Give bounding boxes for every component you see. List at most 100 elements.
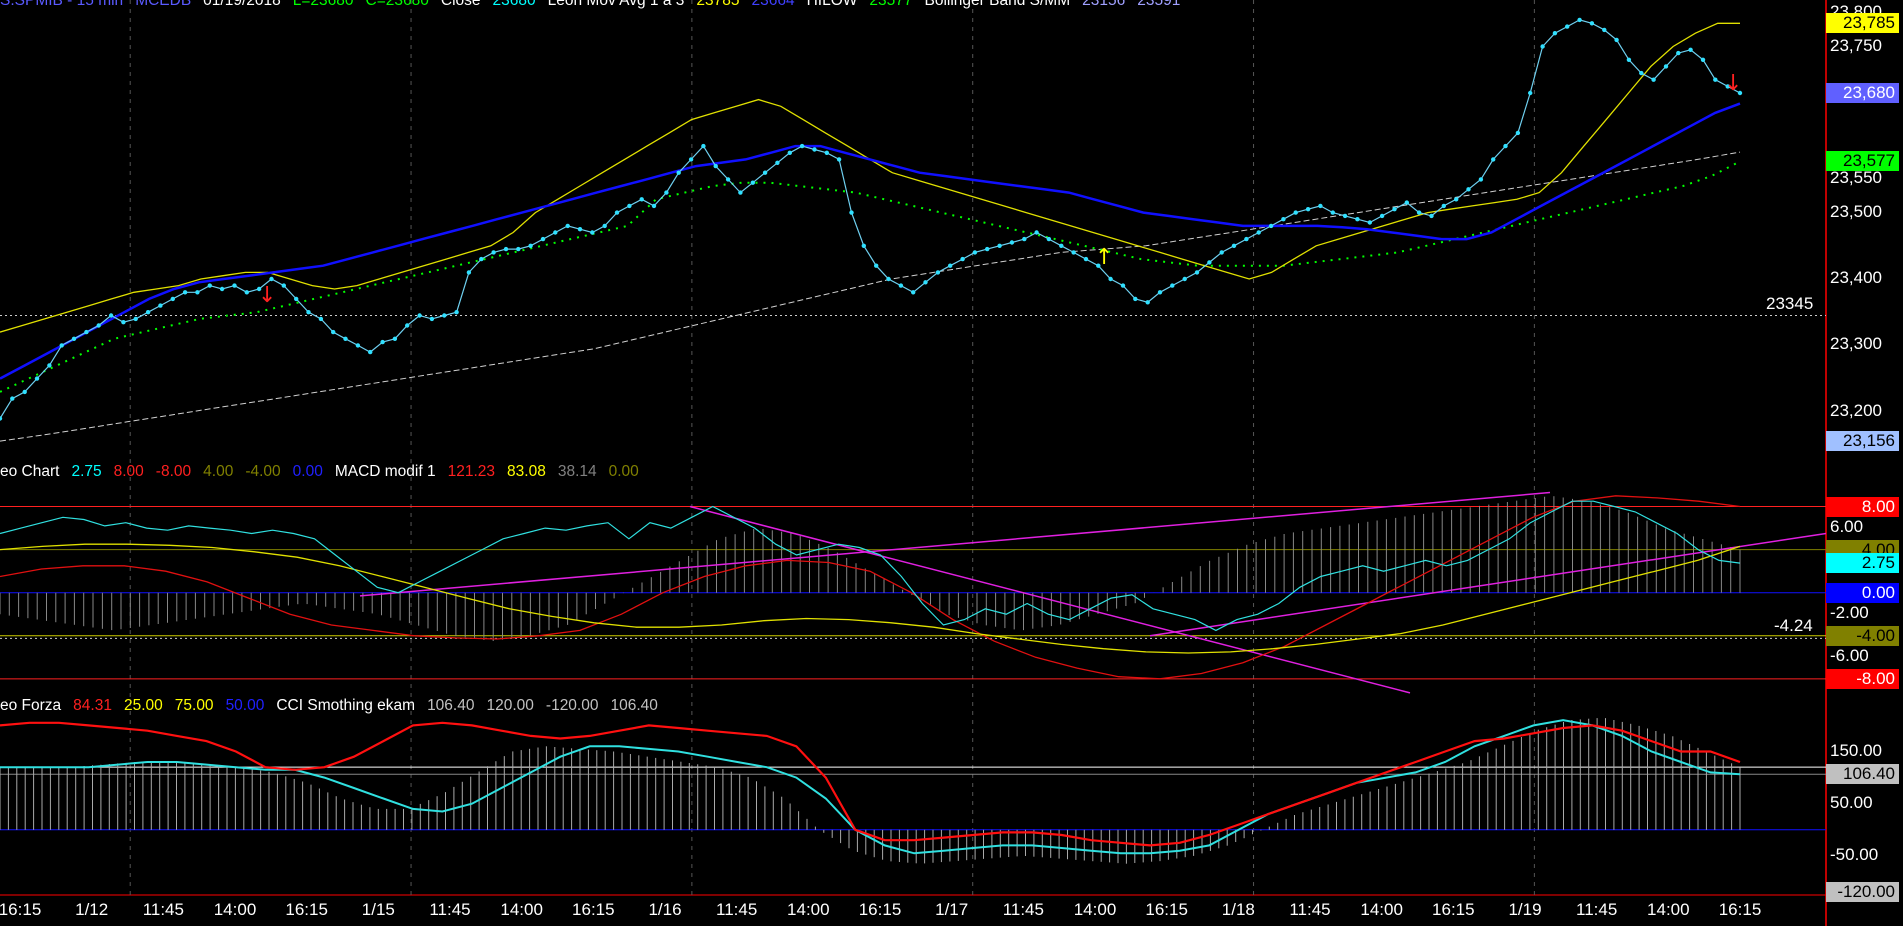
price-header-item: 01/19/2018 [203, 0, 281, 9]
close-dots-point [59, 343, 64, 348]
close-dots-point [1182, 276, 1187, 282]
macd-header-item: MACD modif 1 [334, 463, 436, 480]
close-dots-point [1441, 203, 1447, 209]
close-dots-point [1478, 177, 1484, 182]
close-dots-point [1676, 50, 1681, 56]
close-dots-point [343, 336, 348, 341]
forza-red-line [0, 721, 1741, 847]
price-value-tag: 23,156 [1826, 431, 1899, 452]
close-dots-point [1602, 27, 1607, 33]
x-tick-label: 1/15 [361, 900, 395, 919]
close-dots-point [849, 210, 854, 215]
close-dots-point [1293, 210, 1298, 215]
price-header-item: S.SPMIB - 15 min [0, 0, 124, 9]
forza-header-item: eo Forza [0, 697, 62, 714]
close-dots-point [1133, 296, 1138, 302]
close-dots-point [96, 323, 101, 328]
close-dots-point [84, 329, 89, 335]
close-dots-point [874, 263, 879, 268]
x-tick-label: 16:15 [1145, 900, 1188, 919]
macd-header-item: 0.00 [608, 463, 639, 480]
close-dots-point [1466, 187, 1471, 192]
close-dots-point [775, 160, 780, 165]
close-dots-point [1034, 230, 1039, 235]
forza-header: eo Forza 84.31 25.00 75.00 50.00 CCI Smothing… [0, 697, 670, 715]
close-dots-point [1589, 21, 1595, 26]
x-tick-label: 16:15 [1718, 900, 1762, 919]
price-header-item: 23664 [751, 0, 795, 9]
close-dots-point [1565, 24, 1570, 29]
macd-value-tag: 2.75 [1826, 553, 1899, 574]
price-header-item: 23577 [869, 0, 913, 9]
macd-header-item: 4.00 [203, 463, 234, 480]
macd-header-item: 83.08 [507, 463, 546, 480]
close-dots-point [1120, 283, 1126, 288]
close-dots-point [664, 190, 669, 195]
price-value-tag: 23,680 [1826, 83, 1899, 103]
forza-header-item: 120.00 [486, 697, 534, 714]
close-dots-point [787, 150, 792, 155]
close-dots-point [1342, 213, 1348, 219]
macd-header-item: 121.23 [447, 463, 496, 480]
close-dots-point [71, 336, 77, 341]
close-dots-point [1515, 130, 1521, 136]
close-dots-point [392, 336, 398, 341]
price-tick-label: 23,300 [1830, 334, 1882, 354]
price-header-item: 23680 [492, 0, 536, 9]
close-dots-point [1663, 64, 1669, 69]
close-dots-point [281, 283, 286, 288]
close-dots-point [713, 163, 718, 169]
close-dots-point [972, 250, 978, 255]
close-dots-point [195, 290, 200, 295]
close-dots-point [528, 243, 533, 248]
close-dots-point [145, 310, 151, 315]
macd-ref-label: -4.24 [1774, 616, 1813, 636]
close-dots-point [318, 316, 324, 322]
price-header: S.SPMIB - 15 min MCEDB 01/19/2018 L=23680 C=… [0, 0, 1192, 10]
trendline [1149, 532, 1827, 637]
forza-header-item: 106.40 [610, 697, 658, 714]
close-dots-point [960, 256, 965, 262]
close-dots-point [1157, 290, 1163, 295]
price-header-item: 23156 [1082, 0, 1126, 9]
macd-red-line [0, 495, 1741, 680]
hilow-line [0, 160, 1741, 393]
x-tick-label: 14:00 [500, 900, 543, 919]
close-dots-point [466, 270, 472, 275]
macd-header-item: -4.00 [245, 463, 281, 480]
close-dots-point [1096, 263, 1101, 268]
x-tick-label: 1/16 [648, 900, 682, 919]
x-tick-label: 16:15 [0, 900, 42, 919]
forza-value-tag: 106.40 [1826, 764, 1899, 785]
close-dots-point [1626, 57, 1632, 62]
x-tick-label: 11:45 [142, 900, 184, 919]
close-dots-point [1528, 90, 1533, 96]
close-dots-point [1268, 223, 1274, 229]
close-dots-point [688, 157, 694, 162]
close-dots-point [1688, 47, 1693, 52]
close-dots-point [34, 376, 40, 381]
x-tick-label: 14:00 [1073, 900, 1117, 919]
close-dots-point [1059, 243, 1064, 248]
trendline [359, 491, 1551, 597]
close-dots-point [1256, 230, 1261, 235]
sell-arrow-icon: ↓ [258, 283, 276, 308]
forza-header-item: CCI Smothing ekam [276, 697, 416, 714]
close-dots-point [1577, 17, 1582, 23]
close-dots-point [985, 246, 990, 252]
macd-histogram [0, 496, 1741, 641]
close-dots-point [10, 396, 15, 401]
close-dots-point [1367, 220, 1373, 225]
forza-header-item: 25.00 [123, 697, 163, 714]
close-dots-point [614, 210, 620, 215]
close-dots-point [886, 276, 891, 282]
close-dots-point [997, 243, 1002, 248]
buy-arrow-icon: ↑ [1095, 245, 1113, 270]
price-header-item: Leon Mov Avg 1 a 3 [547, 0, 685, 9]
close-dots-point [1429, 213, 1434, 219]
macd-header-item: 0.00 [292, 463, 323, 480]
price-header-item: C=23680 [365, 0, 429, 9]
close-dots-point [738, 190, 743, 195]
close-dots-point [553, 230, 558, 235]
